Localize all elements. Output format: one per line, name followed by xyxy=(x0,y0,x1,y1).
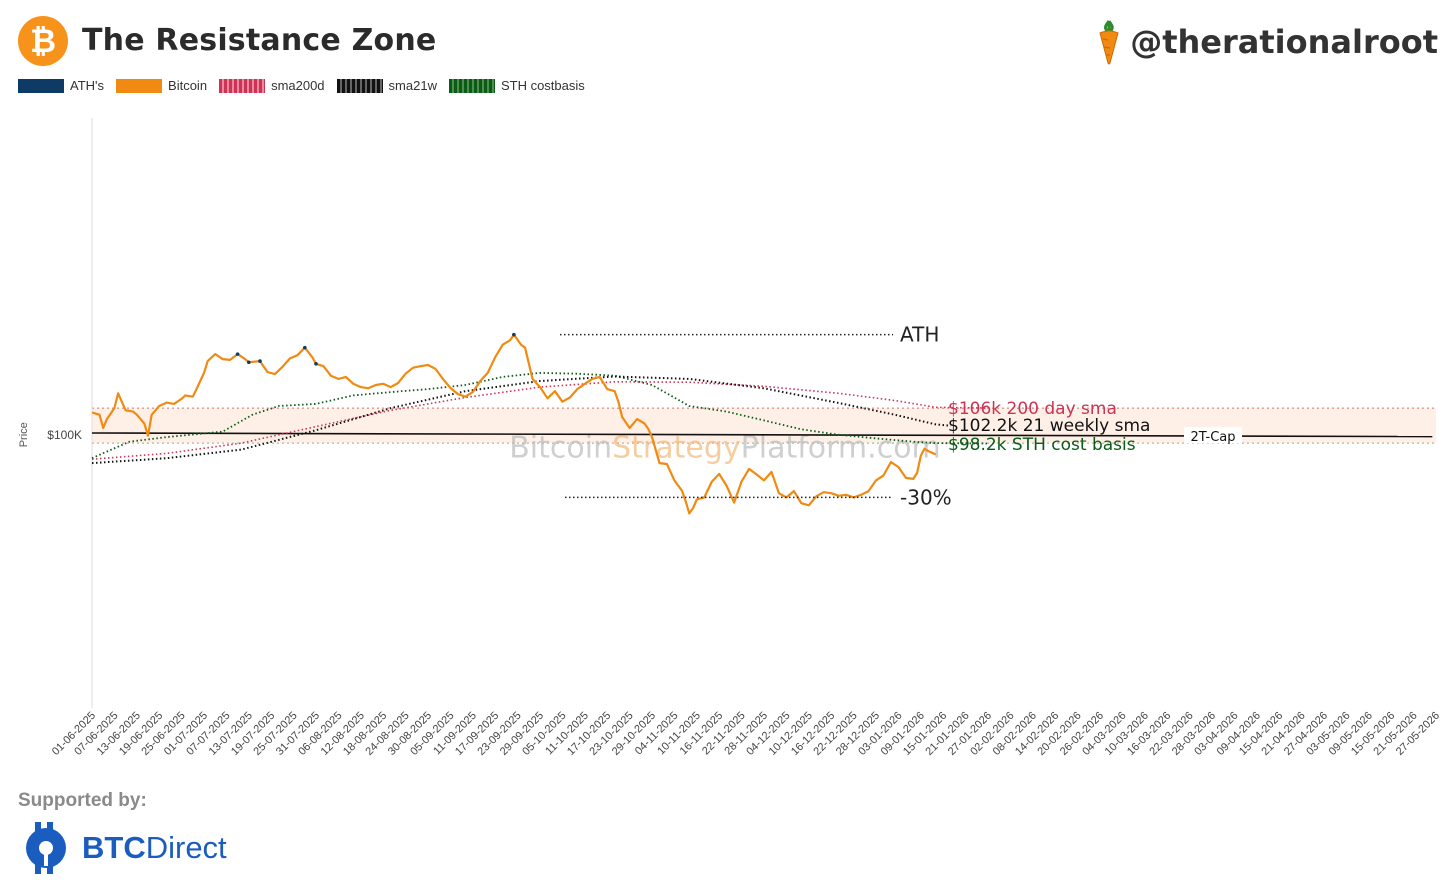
legend-label: sma21w xyxy=(388,78,437,93)
legend-label: sma200d xyxy=(271,78,325,93)
y-tick-label: $100K xyxy=(47,428,82,442)
two-t-cap-label-bg xyxy=(1184,427,1242,444)
ath-label: ATH xyxy=(900,323,939,347)
two-t-cap-label: 2T-Cap xyxy=(1190,430,1235,445)
series-line-bitcoin xyxy=(91,333,937,515)
series-line-sth-costbasis xyxy=(91,371,989,460)
ath-point xyxy=(303,345,307,350)
legend-label: ATH's xyxy=(70,78,105,93)
chart-title: The Resistance Zone xyxy=(82,23,437,58)
carrot-icon xyxy=(1099,20,1119,65)
legend-swatch-sth xyxy=(448,78,495,93)
drawdown-label: -30% xyxy=(900,485,952,509)
sma200d-annotation: $106k 200 day sma xyxy=(948,399,1117,419)
legend-item-sma200d[interactable]: sma200d xyxy=(219,78,325,93)
supported-by-label: Supported by: xyxy=(18,790,147,811)
price-chart[interactable]: BitcoinStrategyPlatform.com ATH -30% $106k … xyxy=(0,100,1456,790)
btcdirect-light: Direct xyxy=(145,830,227,865)
legend-swatch-sma21w xyxy=(336,78,383,93)
author-handle: @therationalroot xyxy=(1130,23,1438,61)
legend-item-sth-costbasis[interactable]: STH costbasis xyxy=(448,78,585,93)
bitcoin-logo-icon: ₿ xyxy=(18,16,68,66)
legend-swatch-bitcoin xyxy=(116,78,163,93)
btcdirect-logo: BTCDirect xyxy=(22,818,227,878)
legend-item-bitcoin[interactable]: Bitcoin xyxy=(116,78,207,93)
series-line-sma21w xyxy=(91,375,951,465)
author-handle-block: @therationalroot xyxy=(1094,18,1438,66)
series-line-sma200d xyxy=(91,380,989,460)
ath-point xyxy=(235,352,240,356)
y-axis-title: Price xyxy=(18,422,30,447)
legend-label: Bitcoin xyxy=(168,78,208,93)
legend-item-sma21w[interactable]: sma21w xyxy=(336,78,437,93)
legend-swatch-ath xyxy=(18,78,64,93)
btcdirect-wordmark: BTCDirect xyxy=(82,830,227,866)
legend-swatch-sma200d xyxy=(219,78,266,93)
ath-point xyxy=(247,360,251,365)
chart-legend: ATH's Bitcoin sma200d sma21w STH costbas… xyxy=(18,78,597,93)
watermark: BitcoinStrategyPlatform.com xyxy=(509,430,941,465)
ath-point xyxy=(512,332,516,337)
btcdirect-mark-icon xyxy=(26,822,66,874)
legend-item-ath[interactable]: ATH's xyxy=(18,78,104,93)
ath-point xyxy=(314,362,318,366)
sth-annotation: $98.2k STH cost basis xyxy=(948,435,1136,455)
header: ₿ The Resistance Zone @therationalroot xyxy=(18,14,1438,70)
ath-point xyxy=(258,359,262,363)
btcdirect-bold: BTC xyxy=(82,830,146,865)
sma21w-annotation: $102.2k 21 weekly sma xyxy=(948,416,1150,436)
legend-label: STH costbasis xyxy=(500,78,585,93)
